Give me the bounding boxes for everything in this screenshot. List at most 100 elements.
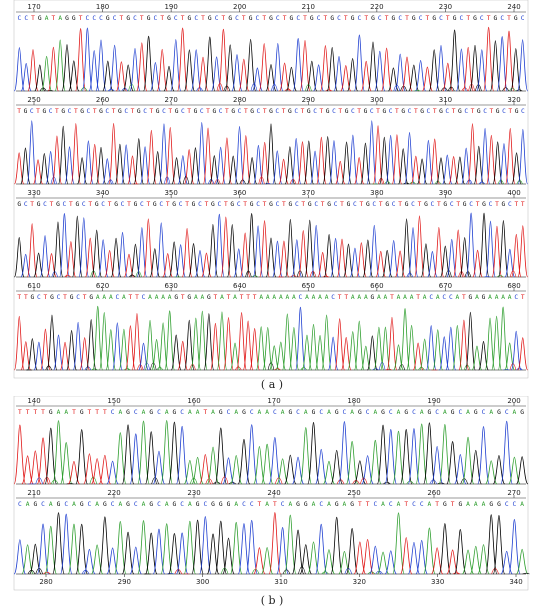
svg-text:T: T bbox=[88, 409, 92, 416]
svg-text:G: G bbox=[187, 294, 191, 301]
svg-text:G: G bbox=[211, 201, 215, 208]
svg-text:A: A bbox=[211, 409, 215, 416]
svg-text:A: A bbox=[508, 294, 512, 301]
position-tick-label: 360 bbox=[233, 189, 246, 197]
svg-text:G: G bbox=[17, 201, 21, 208]
svg-text:T: T bbox=[127, 201, 131, 208]
svg-text:T: T bbox=[240, 294, 244, 301]
svg-text:T: T bbox=[31, 15, 35, 22]
svg-text:G: G bbox=[371, 15, 375, 22]
svg-text:G: G bbox=[114, 201, 118, 208]
svg-text:T: T bbox=[224, 201, 228, 208]
position-tick-label: 400 bbox=[507, 189, 520, 197]
svg-text:T: T bbox=[88, 201, 92, 208]
svg-text:A: A bbox=[265, 501, 269, 508]
position-tick-label: 170 bbox=[27, 3, 40, 11]
svg-text:C: C bbox=[24, 15, 28, 22]
svg-text:T: T bbox=[263, 108, 267, 115]
svg-text:G: G bbox=[37, 201, 41, 208]
svg-text:T: T bbox=[140, 15, 144, 22]
svg-text:T: T bbox=[52, 15, 56, 22]
svg-text:C: C bbox=[299, 294, 303, 301]
svg-text:T: T bbox=[508, 108, 512, 115]
svg-text:G: G bbox=[50, 294, 54, 301]
svg-text:C: C bbox=[337, 15, 341, 22]
svg-text:A: A bbox=[234, 409, 238, 416]
svg-text:G: G bbox=[335, 409, 339, 416]
svg-text:T: T bbox=[320, 108, 324, 115]
svg-text:A: A bbox=[474, 501, 478, 508]
svg-text:A: A bbox=[279, 294, 283, 301]
svg-text:G: G bbox=[80, 108, 84, 115]
svg-text:C: C bbox=[521, 108, 525, 115]
svg-text:A: A bbox=[188, 501, 192, 508]
svg-text:G: G bbox=[75, 201, 79, 208]
svg-text:T: T bbox=[17, 294, 21, 301]
svg-text:G: G bbox=[515, 108, 519, 115]
svg-text:G: G bbox=[307, 108, 311, 115]
svg-text:A: A bbox=[194, 294, 198, 301]
svg-text:G: G bbox=[208, 15, 212, 22]
svg-text:G: G bbox=[404, 409, 408, 416]
svg-text:G: G bbox=[80, 409, 84, 416]
svg-text:G: G bbox=[153, 201, 157, 208]
svg-text:A: A bbox=[312, 501, 316, 508]
svg-text:T: T bbox=[521, 201, 525, 208]
svg-text:G: G bbox=[172, 201, 176, 208]
svg-text:G: G bbox=[269, 108, 273, 115]
svg-text:C: C bbox=[351, 108, 355, 115]
svg-text:A: A bbox=[455, 294, 459, 301]
svg-text:C: C bbox=[143, 108, 147, 115]
svg-text:A: A bbox=[272, 294, 276, 301]
svg-text:T: T bbox=[206, 108, 210, 115]
svg-text:G: G bbox=[370, 294, 374, 301]
svg-text:C: C bbox=[30, 108, 34, 115]
svg-text:C: C bbox=[162, 108, 166, 115]
svg-text:G: G bbox=[269, 201, 273, 208]
svg-text:G: G bbox=[405, 201, 409, 208]
svg-text:T: T bbox=[227, 294, 231, 301]
position-tick-label: 190 bbox=[427, 397, 440, 405]
svg-text:T: T bbox=[131, 108, 135, 115]
position-tick-label: 140 bbox=[27, 397, 40, 405]
svg-text:G: G bbox=[174, 294, 178, 301]
svg-text:C: C bbox=[514, 294, 518, 301]
svg-text:A: A bbox=[26, 501, 30, 508]
svg-text:C: C bbox=[111, 409, 115, 416]
svg-text:C: C bbox=[140, 201, 144, 208]
svg-text:G: G bbox=[103, 501, 107, 508]
svg-text:A: A bbox=[327, 501, 331, 508]
svg-text:C: C bbox=[99, 15, 103, 22]
svg-text:A: A bbox=[489, 409, 493, 416]
svg-text:T: T bbox=[181, 294, 185, 301]
svg-text:T: T bbox=[262, 15, 266, 22]
svg-text:C: C bbox=[57, 294, 61, 301]
svg-text:C: C bbox=[154, 15, 158, 22]
position-tick-label: 610 bbox=[27, 282, 40, 290]
svg-text:C: C bbox=[398, 15, 402, 22]
svg-text:A: A bbox=[325, 294, 329, 301]
svg-text:A: A bbox=[466, 501, 470, 508]
svg-text:C: C bbox=[296, 409, 300, 416]
svg-text:C: C bbox=[82, 201, 86, 208]
svg-text:C: C bbox=[179, 201, 183, 208]
svg-text:C: C bbox=[389, 409, 393, 416]
position-tick-label: 670 bbox=[439, 282, 452, 290]
svg-text:T: T bbox=[282, 108, 286, 115]
svg-text:T: T bbox=[340, 201, 344, 208]
svg-text:A: A bbox=[142, 409, 146, 416]
svg-text:G: G bbox=[514, 15, 518, 22]
svg-text:T: T bbox=[360, 201, 364, 208]
svg-text:C: C bbox=[275, 108, 279, 115]
svg-text:A: A bbox=[233, 294, 237, 301]
svg-text:T: T bbox=[129, 294, 133, 301]
svg-text:T: T bbox=[321, 201, 325, 208]
svg-text:A: A bbox=[118, 501, 122, 508]
svg-text:G: G bbox=[219, 501, 223, 508]
svg-text:C: C bbox=[215, 15, 219, 22]
svg-text:A: A bbox=[397, 501, 401, 508]
svg-text:A: A bbox=[142, 501, 146, 508]
position-tick-label: 330 bbox=[27, 189, 40, 197]
svg-text:T: T bbox=[379, 201, 383, 208]
